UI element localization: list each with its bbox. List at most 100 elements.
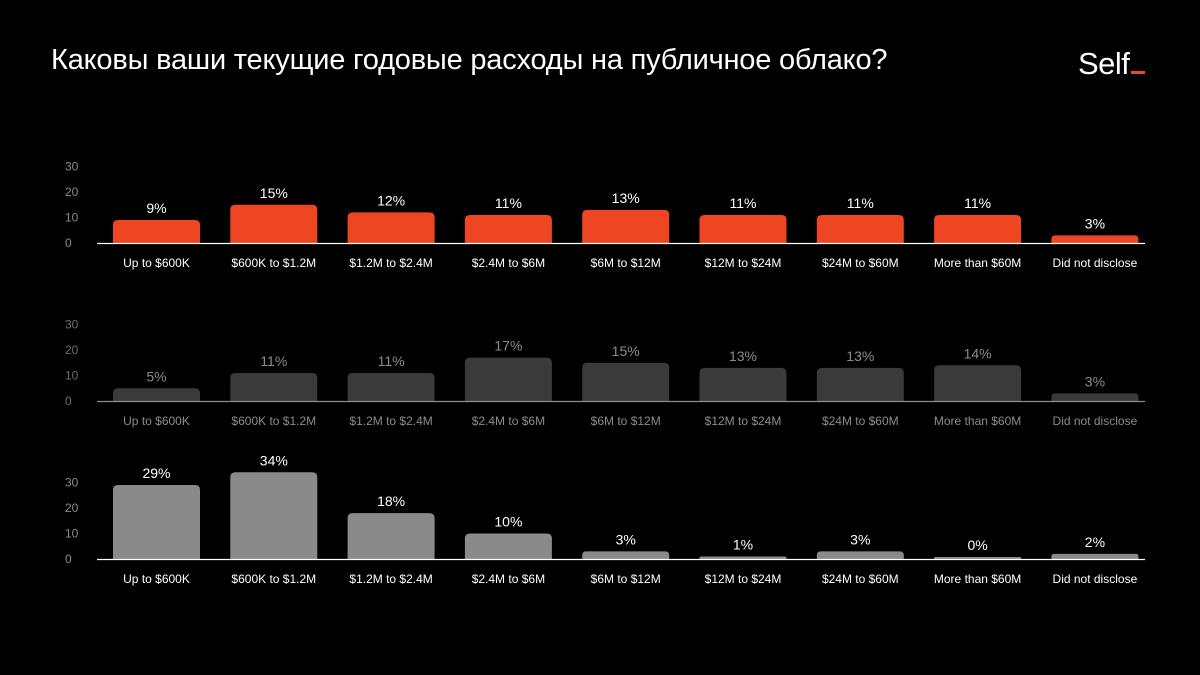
bar xyxy=(230,372,318,401)
bar xyxy=(582,362,670,401)
y-tick-label: 20 xyxy=(65,343,79,357)
bar xyxy=(1051,393,1139,401)
y-tick-label: 20 xyxy=(65,185,79,199)
x-tick-label: Did not disclose xyxy=(1053,414,1138,428)
data-label: 11% xyxy=(847,195,874,211)
data-label: 13% xyxy=(729,348,757,364)
data-label: 13% xyxy=(846,348,874,364)
y-tick-label: 0 xyxy=(65,236,72,250)
data-label: 18% xyxy=(377,493,405,509)
bar xyxy=(464,214,552,243)
x-tick-label: $24M to $60M xyxy=(822,572,899,586)
y-tick-label: 10 xyxy=(65,369,79,383)
bar xyxy=(699,556,787,559)
y-tick-label: 20 xyxy=(65,501,79,515)
bar xyxy=(230,204,318,243)
data-label: 13% xyxy=(612,190,640,206)
data-label: 11% xyxy=(260,353,287,369)
bar xyxy=(816,214,904,243)
x-tick-label: Up to $600K xyxy=(123,414,190,428)
data-label: 11% xyxy=(964,195,991,211)
data-label: 10% xyxy=(494,514,522,530)
x-tick-label: More than $60M xyxy=(934,256,1021,270)
x-tick-label: $1.2M to $2.4M xyxy=(349,572,432,586)
bar xyxy=(347,372,435,401)
x-tick-label: $6M to $12M xyxy=(591,256,661,270)
bar-chart-3: 0 10 20 30 29% Up to $600K 34% $600K to $1.2M 18… xyxy=(65,452,1145,586)
data-label: 0% xyxy=(967,537,987,553)
data-label: 9% xyxy=(146,200,166,216)
data-label: 29% xyxy=(142,465,170,481)
x-tick-label: $2.4M to $6M xyxy=(472,414,545,428)
bar xyxy=(582,551,670,559)
bar xyxy=(113,220,200,243)
data-label: 11% xyxy=(495,195,522,211)
bar xyxy=(347,212,435,243)
x-tick-label: $1.2M to $2.4M xyxy=(349,256,432,270)
brand-logo: Self xyxy=(1078,46,1146,82)
y-tick-label: 30 xyxy=(65,160,79,174)
bar xyxy=(464,357,552,401)
bar xyxy=(464,533,552,559)
bar xyxy=(816,367,904,401)
data-label: 11% xyxy=(730,195,757,211)
bar-chart-2: 0 10 20 30 5% Up to $600K 11% $600K to $1.2M 11%… xyxy=(65,318,1145,428)
x-tick-label: $6M to $12M xyxy=(591,414,661,428)
x-tick-label: Up to $600K xyxy=(123,256,190,270)
bar xyxy=(934,557,1022,559)
data-label: 1% xyxy=(733,536,753,552)
bar xyxy=(816,551,904,559)
x-tick-label: $12M to $24M xyxy=(705,256,782,270)
brand-logo-text: Self xyxy=(1078,46,1130,81)
y-tick-label: 30 xyxy=(65,318,79,332)
y-tick-label: 0 xyxy=(65,552,72,566)
x-tick-label: Did not disclose xyxy=(1053,256,1138,270)
bar xyxy=(582,209,670,243)
data-label: 3% xyxy=(850,531,870,547)
x-tick-label: $600K to $1.2M xyxy=(231,414,316,428)
data-label: 5% xyxy=(146,368,166,384)
x-tick-label: $2.4M to $6M xyxy=(472,572,545,586)
x-tick-label: More than $60M xyxy=(934,414,1021,428)
x-tick-label: Did not disclose xyxy=(1053,572,1138,586)
data-label: 2% xyxy=(1085,534,1105,550)
data-label: 12% xyxy=(377,192,405,208)
data-label: 11% xyxy=(378,353,405,369)
x-tick-label: $6M to $12M xyxy=(591,572,661,586)
y-tick-label: 30 xyxy=(65,476,79,490)
bar xyxy=(347,513,435,559)
y-tick-label: 10 xyxy=(65,211,79,225)
bar-chart-1: 0 10 20 30 9% Up to $600K 15% $600K to $1.2M 12%… xyxy=(65,160,1145,270)
bar xyxy=(113,388,200,401)
x-tick-label: Up to $600K xyxy=(123,572,190,586)
x-tick-label: $12M to $24M xyxy=(705,414,782,428)
data-label: 3% xyxy=(1085,215,1105,231)
data-label: 34% xyxy=(260,452,288,468)
x-tick-label: $1.2M to $2.4M xyxy=(349,414,432,428)
data-label: 15% xyxy=(612,343,640,359)
x-tick-label: $24M to $60M xyxy=(822,256,899,270)
data-label: 14% xyxy=(964,345,992,361)
bar xyxy=(934,365,1022,401)
x-tick-label: $24M to $60M xyxy=(822,414,899,428)
x-tick-label: $600K to $1.2M xyxy=(231,572,316,586)
brand-logo-cursor xyxy=(1131,71,1146,74)
y-tick-label: 10 xyxy=(65,527,79,541)
x-tick-label: $12M to $24M xyxy=(705,572,782,586)
x-tick-label: More than $60M xyxy=(934,572,1021,586)
data-label: 3% xyxy=(616,531,636,547)
data-label: 15% xyxy=(260,185,288,201)
bar xyxy=(699,367,787,401)
data-label: 17% xyxy=(494,338,522,354)
bar xyxy=(230,472,318,559)
bar xyxy=(1051,235,1139,243)
page-title: Каковы ваши текущие годовые расходы на п… xyxy=(51,44,888,76)
bar xyxy=(699,214,787,243)
x-tick-label: $600K to $1.2M xyxy=(231,256,316,270)
bar xyxy=(934,214,1022,243)
bar xyxy=(1051,553,1139,559)
data-label: 3% xyxy=(1085,373,1105,389)
x-tick-label: $2.4M to $6M xyxy=(472,256,545,270)
bar xyxy=(113,485,200,559)
